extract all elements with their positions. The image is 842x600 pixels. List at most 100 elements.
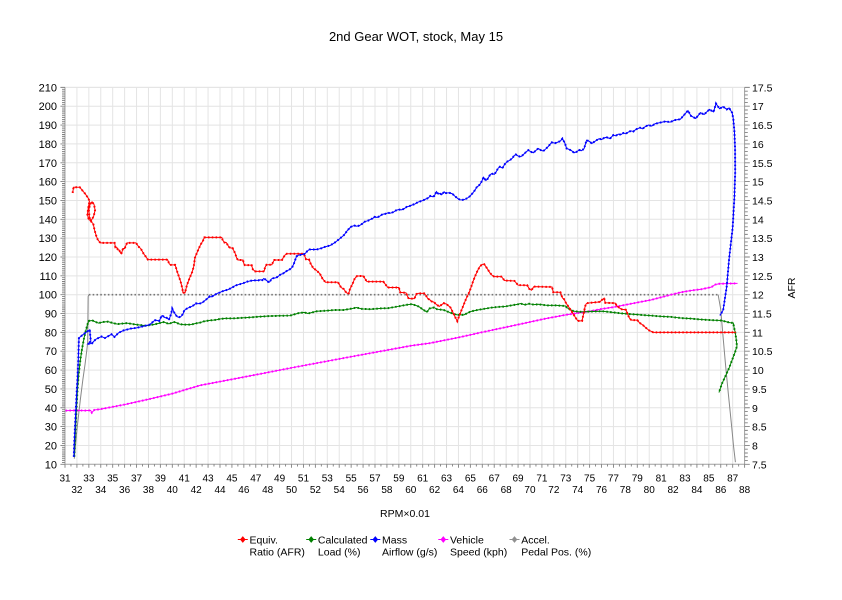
svg-text:180: 180	[39, 139, 57, 151]
svg-text:32: 32	[71, 485, 83, 496]
svg-text:69: 69	[513, 473, 525, 484]
svg-text:86: 86	[715, 485, 727, 496]
svg-text:30: 30	[45, 422, 57, 434]
svg-text:Mass: Mass	[382, 535, 407, 547]
svg-text:10: 10	[752, 365, 764, 377]
svg-text:64: 64	[453, 485, 465, 496]
svg-text:60: 60	[45, 365, 57, 377]
svg-text:58: 58	[381, 485, 393, 496]
svg-text:84: 84	[691, 485, 703, 496]
svg-text:50: 50	[45, 384, 57, 396]
svg-text:170: 170	[39, 158, 57, 170]
svg-text:88: 88	[739, 485, 751, 496]
svg-text:74: 74	[572, 485, 584, 496]
svg-text:130: 130	[39, 233, 57, 245]
svg-text:70: 70	[524, 485, 536, 496]
svg-text:13: 13	[752, 252, 764, 264]
svg-text:61: 61	[417, 473, 429, 484]
svg-text:35: 35	[107, 473, 119, 484]
svg-text:Load (%): Load (%)	[318, 547, 361, 559]
svg-text:110: 110	[39, 271, 57, 283]
svg-text:20: 20	[45, 440, 57, 452]
svg-text:AFR: AFR	[786, 277, 798, 298]
svg-text:36: 36	[119, 485, 131, 496]
svg-text:10.5: 10.5	[752, 346, 773, 358]
svg-text:10: 10	[45, 459, 57, 471]
svg-text:62: 62	[429, 485, 441, 496]
svg-text:190: 190	[39, 120, 57, 132]
svg-text:71: 71	[536, 473, 548, 484]
svg-text:60: 60	[405, 485, 417, 496]
svg-text:37: 37	[131, 473, 143, 484]
svg-text:Accel.: Accel.	[521, 535, 550, 547]
svg-text:Ratio (AFR): Ratio (AFR)	[250, 547, 305, 559]
svg-text:160: 160	[39, 177, 57, 189]
svg-text:150: 150	[39, 195, 57, 207]
svg-text:56: 56	[358, 485, 370, 496]
svg-text:72: 72	[548, 485, 560, 496]
svg-text:78: 78	[620, 485, 632, 496]
svg-text:17: 17	[752, 101, 764, 113]
svg-text:7.5: 7.5	[752, 459, 767, 471]
svg-text:38: 38	[143, 485, 155, 496]
svg-text:68: 68	[501, 485, 513, 496]
svg-text:Calculated: Calculated	[318, 535, 368, 547]
svg-text:14.5: 14.5	[752, 195, 773, 207]
svg-text:12: 12	[752, 290, 764, 302]
svg-text:59: 59	[393, 473, 405, 484]
svg-text:46: 46	[238, 485, 250, 496]
svg-text:65: 65	[465, 473, 477, 484]
svg-text:82: 82	[667, 485, 679, 496]
svg-text:54: 54	[334, 485, 346, 496]
svg-text:79: 79	[632, 473, 644, 484]
svg-text:17.5: 17.5	[752, 82, 773, 94]
svg-text:40: 40	[167, 485, 179, 496]
svg-text:81: 81	[656, 473, 668, 484]
svg-text:80: 80	[644, 485, 656, 496]
svg-text:57: 57	[369, 473, 381, 484]
svg-text:85: 85	[703, 473, 715, 484]
svg-text:43: 43	[203, 473, 215, 484]
svg-text:49: 49	[274, 473, 286, 484]
svg-text:40: 40	[45, 403, 57, 415]
svg-text:55: 55	[346, 473, 358, 484]
svg-text:31: 31	[59, 473, 71, 484]
svg-text:70: 70	[45, 346, 57, 358]
svg-text:47: 47	[250, 473, 262, 484]
svg-text:45: 45	[226, 473, 238, 484]
svg-text:87: 87	[727, 473, 739, 484]
svg-text:Pedal Pos. (%): Pedal Pos. (%)	[521, 547, 591, 559]
svg-text:Speed (kph): Speed (kph)	[450, 547, 507, 559]
svg-text:16: 16	[752, 139, 764, 151]
svg-text:80: 80	[45, 327, 57, 339]
svg-text:140: 140	[39, 214, 57, 226]
svg-text:14: 14	[752, 214, 764, 226]
svg-text:100: 100	[39, 290, 57, 302]
svg-text:76: 76	[596, 485, 608, 496]
svg-text:13.5: 13.5	[752, 233, 773, 245]
svg-text:53: 53	[322, 473, 334, 484]
svg-text:50: 50	[286, 485, 298, 496]
svg-text:12.5: 12.5	[752, 271, 773, 283]
svg-text:11.5: 11.5	[752, 309, 772, 321]
svg-text:44: 44	[214, 485, 226, 496]
svg-text:63: 63	[441, 473, 453, 484]
svg-text:34: 34	[95, 485, 107, 496]
svg-text:8: 8	[752, 440, 758, 452]
svg-text:33: 33	[83, 473, 95, 484]
svg-text:9.5: 9.5	[752, 384, 767, 396]
svg-text:42: 42	[191, 485, 203, 496]
svg-text:48: 48	[262, 485, 274, 496]
svg-text:Airflow (g/s): Airflow (g/s)	[382, 547, 437, 559]
svg-text:75: 75	[584, 473, 596, 484]
svg-text:51: 51	[298, 473, 310, 484]
svg-text:83: 83	[679, 473, 691, 484]
svg-text:RPM×0.01: RPM×0.01	[380, 508, 430, 520]
svg-text:210: 210	[39, 82, 57, 94]
svg-text:Equiv.: Equiv.	[250, 535, 278, 547]
svg-text:66: 66	[477, 485, 489, 496]
svg-text:73: 73	[560, 473, 572, 484]
svg-text:8.5: 8.5	[752, 422, 767, 434]
svg-text:16.5: 16.5	[752, 120, 773, 132]
svg-text:Vehicle: Vehicle	[450, 535, 484, 547]
